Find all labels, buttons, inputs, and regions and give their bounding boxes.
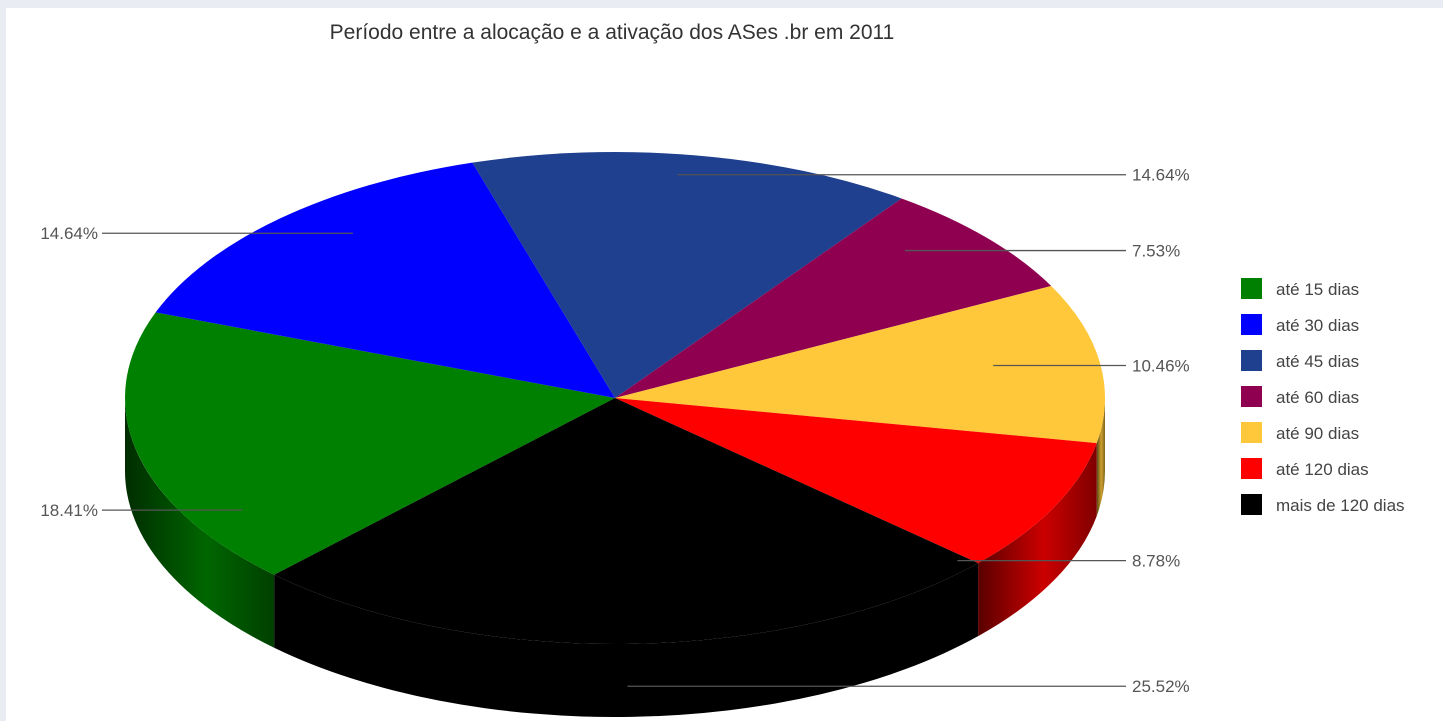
pie-side-6 [274, 563, 979, 717]
value-label-6: 25.52% [1132, 677, 1190, 696]
pie-side-4 [1096, 398, 1105, 517]
legend-label-1: até 30 dias [1276, 316, 1359, 335]
legend-label-5: até 120 dias [1276, 460, 1369, 479]
value-labels: 18.41% 14.64% 14.64% 7.53% 10.46% 8.78% 25.52% [40, 166, 1189, 697]
legend-swatch-3 [1241, 386, 1262, 407]
pie-slice-3 [615, 198, 1052, 398]
legend-label-6: mais de 120 dias [1276, 496, 1405, 515]
legend-label-2: até 45 dias [1276, 352, 1359, 371]
pie-slice-6 [274, 398, 979, 644]
legend-item-4: até 90 dias [1241, 422, 1359, 443]
value-label-5: 8.78% [1132, 552, 1180, 571]
legend-swatch-2 [1241, 350, 1262, 371]
pie-slice-4 [615, 285, 1105, 444]
legend-swatch-0 [1241, 278, 1262, 299]
legend-swatch-5 [1241, 458, 1262, 479]
pie-slice-5 [615, 398, 1097, 564]
leader-lines [102, 174, 1126, 687]
value-label-0: 18.41% [40, 501, 98, 520]
pie-side-5 [978, 443, 1097, 637]
legend-label-4: até 90 dias [1276, 424, 1359, 443]
value-label-2: 14.64% [1132, 166, 1190, 185]
chart-title: Período entre a alocação e a ativação do… [330, 21, 895, 44]
pie-side-0 [124, 398, 275, 648]
legend-item-1: até 30 dias [1241, 314, 1359, 335]
legend-item-0: até 15 dias [1241, 278, 1359, 299]
legend-label-0: até 15 dias [1276, 280, 1359, 299]
value-label-3: 7.53% [1132, 242, 1180, 261]
legend-swatch-6 [1241, 494, 1262, 515]
chart-panel: Período entre a alocação e a ativação do… [6, 8, 1443, 721]
legend-label-3: até 60 dias [1276, 388, 1359, 407]
legend: até 15 dias até 30 dias até 45 dias até 60 … [1241, 278, 1405, 515]
legend-item-6: mais de 120 dias [1241, 494, 1405, 515]
legend-swatch-4 [1241, 422, 1262, 443]
pie-slice-2 [472, 152, 902, 398]
value-label-4: 10.46% [1132, 356, 1190, 375]
pie-slices [125, 152, 1105, 644]
legend-item-3: até 60 dias [1241, 386, 1359, 407]
value-label-1: 14.64% [40, 224, 98, 243]
pie-side-walls [124, 398, 1105, 717]
legend-item-2: até 45 dias [1241, 350, 1359, 371]
legend-item-5: até 120 dias [1241, 458, 1369, 479]
pie-slice-0 [125, 312, 616, 575]
pie-chart: Período entre a alocação e a ativação do… [40, 21, 1405, 717]
pie-slice-1 [155, 162, 615, 398]
legend-swatch-1 [1241, 314, 1262, 335]
